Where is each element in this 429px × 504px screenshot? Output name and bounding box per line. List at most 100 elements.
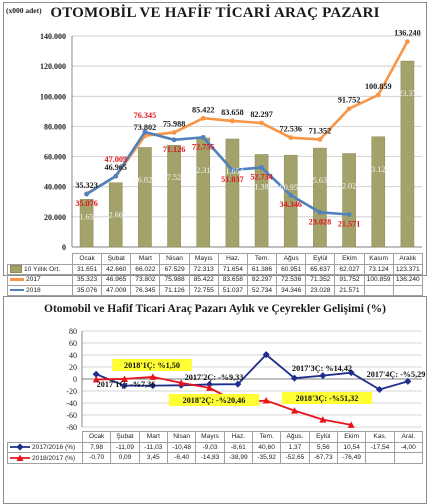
category-label: Kasım — [363, 253, 394, 265]
table-cell: 60.951 — [276, 263, 307, 275]
bar — [108, 182, 123, 248]
table-header-row: Ocak Şubat Mart Nisan Mayıs Haz. Tem. Ağus Eylül… — [8, 253, 423, 265]
table-cell: 62.027 — [334, 263, 365, 275]
legend-label: 2017/2016 (%) — [32, 444, 76, 451]
legend-entry: 2018 — [7, 284, 73, 296]
table-cell: 61.386 — [246, 263, 278, 275]
table-cell: -4,00 — [393, 441, 423, 453]
line-point — [259, 165, 264, 170]
line-2017-label: 82.297 — [250, 110, 273, 119]
category-label: Şubat — [101, 253, 132, 265]
line-point — [149, 373, 157, 380]
category-label: Mayıs — [188, 253, 219, 265]
table-cell — [365, 452, 395, 464]
table-cell: 51.037 — [217, 284, 248, 296]
category-label: Ağus — [276, 253, 307, 265]
y-tick-label: 80.000 — [44, 122, 66, 131]
table-cell: 7,98 — [81, 441, 112, 453]
category-label: Nisan — [166, 431, 197, 443]
category-label: Ocak — [81, 431, 112, 443]
chart2-plot: -80 -60 -40 -20 0 20 40 60 80 2018'1Ç: %1,50 2017… — [66, 327, 425, 432]
line-point — [149, 382, 157, 390]
line-point — [262, 351, 270, 359]
table-cell: 75.988 — [159, 274, 190, 286]
table-cell: -52,65 — [280, 452, 310, 464]
bar — [167, 144, 181, 248]
legend-entry: 2017 — [7, 274, 73, 286]
category-label: Tem. — [246, 253, 278, 265]
annotation-text: 2017'3Ç: %14,42 — [292, 364, 352, 373]
table-cell: 40,60 — [251, 441, 282, 453]
line-point — [177, 379, 185, 386]
line-point — [200, 134, 206, 140]
annotation-text: 2018'3Ç: -%51,32 — [296, 394, 359, 403]
line-2018-label: 47.009 — [104, 155, 127, 164]
annotation-highlight — [168, 394, 260, 406]
y-tick-label: 80 — [69, 327, 77, 336]
line-2018-label: 51.037 — [221, 175, 244, 184]
table-cell: 65.637 — [305, 263, 336, 275]
line-point — [230, 118, 235, 124]
annotation-q3_2017: 2017'3Ç: %14,42 — [292, 364, 352, 373]
table-cell: -11,03 — [138, 441, 168, 453]
line-point — [288, 192, 294, 198]
legend-label: 2018/2017 (%) — [32, 454, 76, 462]
y-tick-label: 20.000 — [44, 213, 66, 222]
category-label: Ocak — [71, 253, 103, 265]
table-cell: 72.536 — [276, 274, 307, 286]
table-cell: 34.346 — [276, 284, 307, 296]
category-label: Haz. — [223, 431, 253, 443]
chart2-title: Otomobil ve Hafif Ticari Araç Pazarı Ayl… — [44, 303, 386, 315]
unit-label: (x000 adet) — [6, 6, 42, 15]
table-cell: 72.313 — [188, 263, 219, 275]
market-chart-panel: (x000 adet) OTOMOBİL VE HAFİF TİCARİ ARA… — [3, 2, 427, 296]
y-tick-label: -60 — [66, 411, 77, 420]
y-tick-label: 60 — [69, 339, 77, 348]
table-cell: 73.124 — [363, 263, 394, 275]
table-cell — [363, 284, 394, 296]
line-2018-label: 72.755 — [192, 142, 215, 151]
line-point — [171, 130, 177, 135]
line-point — [291, 374, 298, 382]
category-label: Aralık — [392, 253, 423, 265]
table-cell: 1,37 — [280, 441, 310, 453]
legend-entry: 10 Yıllık Ort. — [7, 263, 73, 275]
category-label: Ekim — [334, 253, 365, 265]
chart1-plot: 0 20.000 40.000 60.000 80.000 100.000 120.000 1… — [40, 29, 422, 252]
table-cell: 42.660 — [101, 263, 132, 275]
bar — [225, 138, 240, 248]
table-cell: 71.352 — [305, 274, 336, 286]
table-cell: -11,09 — [110, 441, 140, 453]
chart1-data-labels: 31.651 42.660 66.022 67.529 72.313 71.654 61.3… — [75, 29, 420, 229]
y-tick-label: -20 — [66, 387, 77, 396]
table-cell: 83.658 — [217, 274, 248, 286]
y-tick-label: 140.000 — [40, 32, 66, 41]
annotation-q2_2017: 2017'2Ç: -%9,33 — [185, 373, 244, 382]
line-point — [319, 416, 327, 423]
table-cell: 71.654 — [217, 263, 248, 275]
line-point — [319, 372, 327, 380]
bar — [254, 154, 269, 248]
chart2-annotations: 2018'1Ç: %1,50 2017'2Ç: -%9,33 2017'1Ç: -%… — [97, 359, 425, 406]
table-header-row: Ocak Şubat Mart Nisan Mayıs Haz. Tem. Ağus. Eylü… — [8, 431, 423, 443]
line-point — [230, 167, 235, 173]
legend-swatch-line — [10, 288, 24, 292]
line-2017-label: 83.658 — [221, 108, 244, 117]
line-point — [200, 115, 206, 121]
table-cell: 31.651 — [71, 263, 103, 275]
legend-entry: 2018/2017 (%) — [7, 452, 83, 464]
line-point — [317, 209, 323, 215]
category-label: Haz. — [217, 253, 248, 265]
table-row: 2018/2017 (%) -0,70 0,09 3,45 -6,40 -14,83 -38… — [7, 452, 423, 464]
legend-marker — [16, 443, 24, 451]
category-label: Mart — [130, 253, 161, 265]
line-point — [206, 384, 213, 391]
line-2017-label: 35.323 — [75, 181, 98, 190]
annotation-highlight — [112, 359, 192, 371]
category-label: Eylül — [308, 431, 338, 443]
line-2017-label: 73.802 — [134, 123, 157, 132]
growth-chart-panel: Otomobil ve Hafif Ticari Araç Pazarı Ayl… — [3, 296, 427, 504]
bar-value-label: 65.637 — [309, 176, 332, 185]
table-cell: -9,03 — [195, 441, 225, 453]
y-tick-label: 0 — [62, 243, 66, 252]
